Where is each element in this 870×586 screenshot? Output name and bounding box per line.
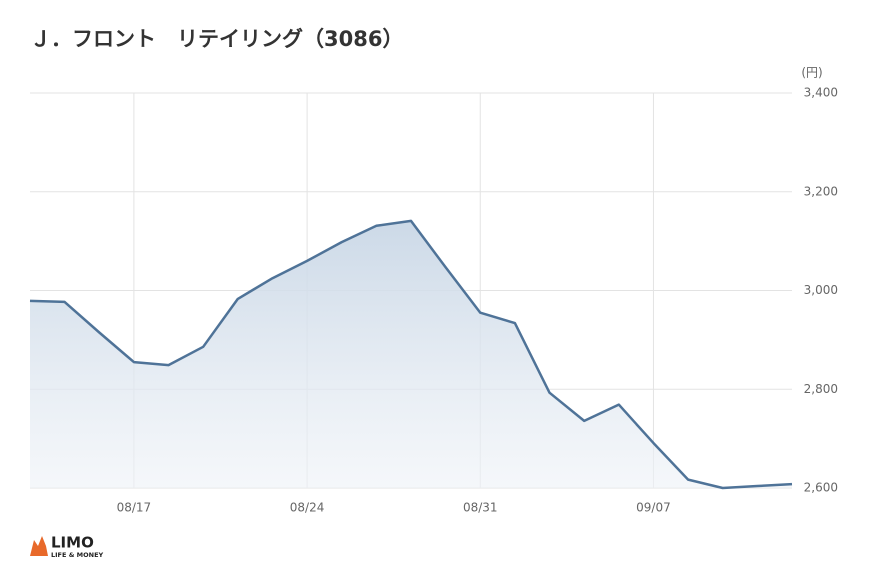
x-tick-label: 09/07 bbox=[636, 501, 671, 515]
y-unit: (円) bbox=[801, 66, 822, 80]
y-tick-label: 3,200 bbox=[804, 184, 838, 198]
logo: LIMO LIFE & MONEY bbox=[30, 534, 104, 559]
y-tick-label: 2,800 bbox=[804, 382, 838, 396]
logo-name: LIMO bbox=[51, 534, 94, 552]
y-tick-label: 3,000 bbox=[804, 283, 838, 297]
area bbox=[30, 220, 792, 488]
x-tick-label: 08/24 bbox=[290, 501, 325, 515]
x-tick-label: 08/17 bbox=[117, 501, 152, 515]
y-tick-label: 3,400 bbox=[804, 86, 838, 100]
chart-title: Ｊ．フロント リテイリング（3086） bbox=[30, 27, 403, 51]
x-tick-label: 08/31 bbox=[463, 501, 498, 515]
logo-tagline: LIFE & MONEY bbox=[51, 551, 104, 559]
line bbox=[29, 219, 793, 490]
logo-icon bbox=[30, 536, 48, 556]
y-tick-label: 2,600 bbox=[804, 481, 838, 495]
